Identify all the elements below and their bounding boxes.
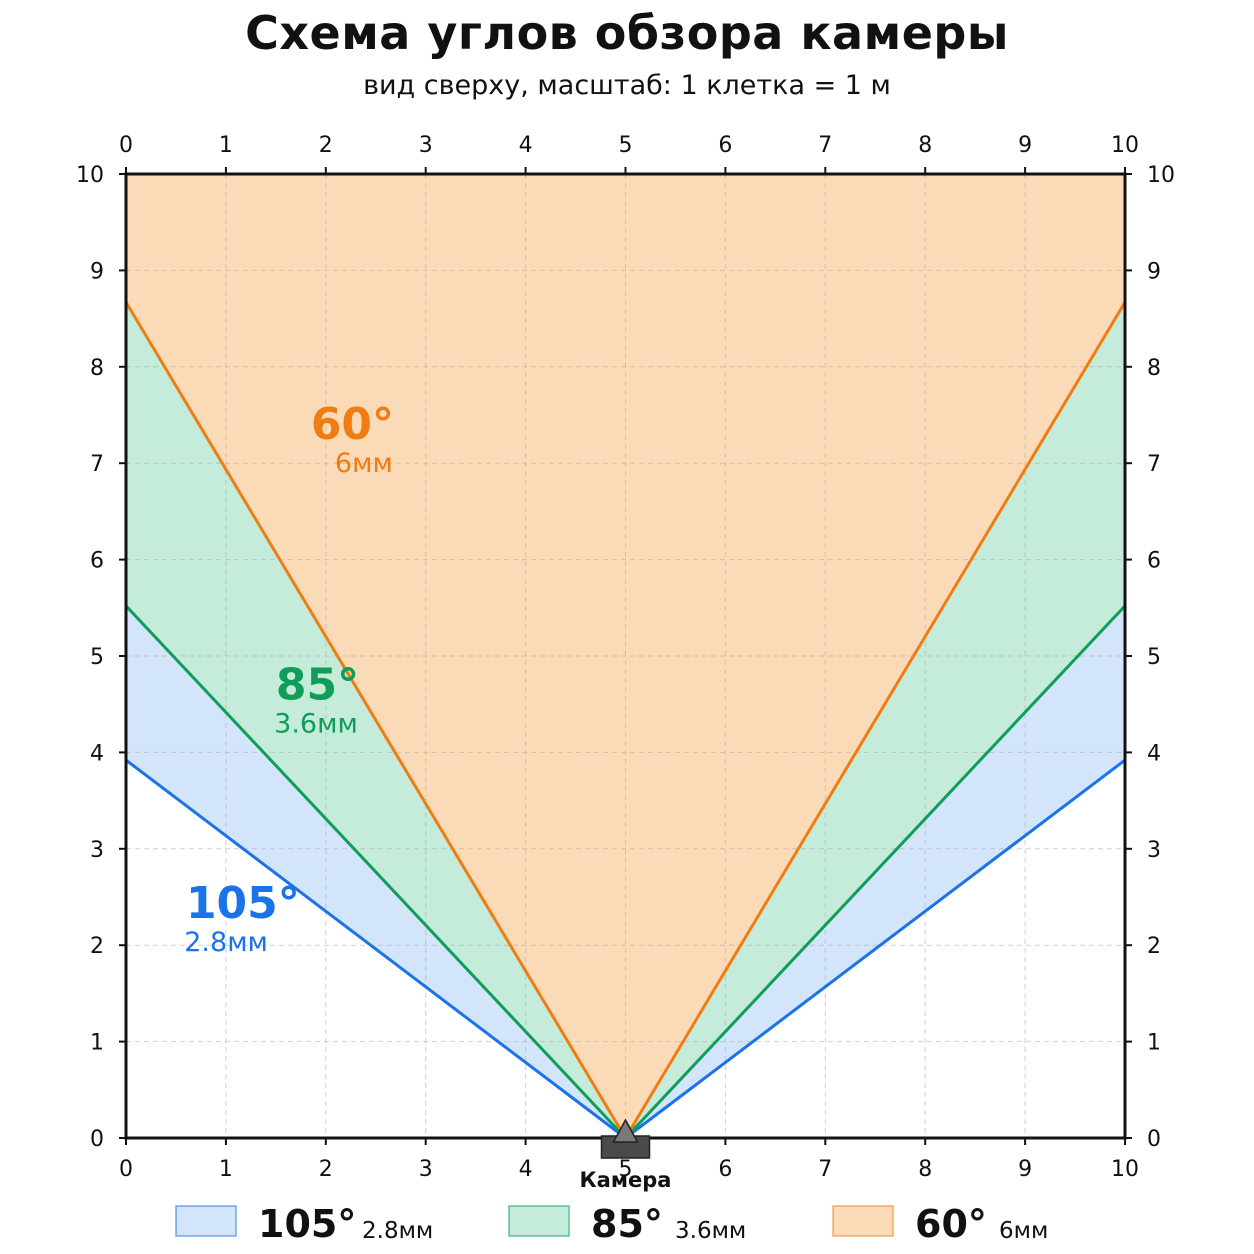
legend-angle-label: 60° xyxy=(915,1202,987,1246)
y-tick-label-right: 7 xyxy=(1147,452,1161,477)
x-tick-label-top: 10 xyxy=(1111,133,1139,158)
lens-label-85: 3.6мм xyxy=(274,708,358,739)
x-tick-label-top: 8 xyxy=(918,133,932,158)
x-tick-label-bottom: 4 xyxy=(519,1157,533,1182)
y-tick-label-right: 0 xyxy=(1147,1127,1161,1152)
legend-swatch-green xyxy=(508,1205,570,1237)
y-tick-label-left: 7 xyxy=(90,452,104,477)
camera-label: Камера xyxy=(580,1168,672,1192)
fov-edge-60-left xyxy=(124,300,627,1140)
legend-swatch-orange xyxy=(832,1205,894,1237)
fov-edge-85-left xyxy=(124,604,627,1140)
legend-lens-label: 6мм xyxy=(999,1218,1048,1244)
x-tick-label-top: 6 xyxy=(718,133,732,158)
camera-lens-icon xyxy=(612,1118,639,1143)
y-tick-label-right: 9 xyxy=(1147,259,1161,284)
y-tick-label-left: 3 xyxy=(90,838,104,863)
legend-angle-label: 105° xyxy=(258,1202,356,1246)
lens-label-105: 2.8мм xyxy=(184,927,268,958)
y-tick-label-right: 1 xyxy=(1147,1031,1161,1056)
x-tick-label-bottom: 3 xyxy=(419,1157,433,1182)
fov-edge-lines xyxy=(124,300,1127,1140)
legend-lens-label: 2.8мм xyxy=(362,1218,433,1244)
y-tick-label-right: 10 xyxy=(1147,163,1175,188)
x-tick-label-bottom: 7 xyxy=(818,1157,832,1182)
y-tick-label-right: 8 xyxy=(1147,356,1161,381)
x-tick-label-bottom: 0 xyxy=(119,1157,133,1182)
x-tick-label-bottom: 2 xyxy=(319,1157,333,1182)
y-tick-label-right: 6 xyxy=(1147,549,1161,574)
legend: 105° 2.8мм 85° 3.6мм 60° 6мм xyxy=(175,1202,1048,1246)
x-tick-label-top: 1 xyxy=(219,133,233,158)
x-tick-label-top: 4 xyxy=(519,133,533,158)
chart-title: Схема углов обзора камеры xyxy=(245,6,1009,60)
x-tick-label-top: 2 xyxy=(319,133,333,158)
x-tick-label-top: 5 xyxy=(619,133,633,158)
x-tick-label-top: 3 xyxy=(419,133,433,158)
angle-label-105: 105° xyxy=(186,878,300,929)
x-tick-label-bottom: 8 xyxy=(918,1157,932,1182)
angle-label-60: 60° xyxy=(311,399,394,450)
angle-label-85: 85° xyxy=(276,659,359,710)
fov-edge-105-left xyxy=(124,758,627,1140)
y-tick-label-left: 5 xyxy=(90,645,104,670)
y-tick-label-left: 1 xyxy=(90,1031,104,1056)
y-tick-label-right: 3 xyxy=(1147,838,1161,863)
y-tick-label-left: 10 xyxy=(76,163,104,188)
x-tick-label-bottom: 5 xyxy=(619,1157,633,1182)
y-tick-label-left: 8 xyxy=(90,356,104,381)
fov-edge-105-right xyxy=(624,758,1127,1140)
y-tick-label-right: 4 xyxy=(1147,741,1161,766)
legend-swatch-blue xyxy=(175,1205,237,1237)
chart-subtitle: вид сверху, масштаб: 1 клетка = 1 м xyxy=(363,70,891,101)
y-tick-label-left: 9 xyxy=(90,259,104,284)
legend-angle-label: 85° xyxy=(591,1202,663,1246)
y-tick-label-right: 2 xyxy=(1147,934,1161,959)
y-tick-label-left: 2 xyxy=(90,934,104,959)
x-tick-label-bottom: 10 xyxy=(1111,1157,1139,1182)
lens-label-60: 6мм xyxy=(335,448,393,479)
x-tick-label-top: 0 xyxy=(119,133,133,158)
grid xyxy=(126,174,1125,1138)
y-tick-label-left: 6 xyxy=(90,549,104,574)
x-tick-label-bottom: 9 xyxy=(1018,1157,1032,1182)
x-tick-label-bottom: 1 xyxy=(219,1157,233,1182)
y-tick-label-right: 5 xyxy=(1147,645,1161,670)
x-tick-label-top: 7 xyxy=(818,133,832,158)
y-tick-label-left: 4 xyxy=(90,741,104,766)
fov-edge-60-right xyxy=(624,300,1127,1140)
legend-lens-label: 3.6мм xyxy=(675,1218,746,1244)
y-tick-label-left: 0 xyxy=(90,1127,104,1152)
angle-annotations: 60°6мм 85°3.6мм 105°2.8мм xyxy=(184,399,394,958)
fov-edge-85-right xyxy=(624,604,1127,1140)
x-tick-label-top: 9 xyxy=(1018,133,1032,158)
x-tick-label-bottom: 6 xyxy=(718,1157,732,1182)
camera: Камера xyxy=(580,1118,672,1192)
